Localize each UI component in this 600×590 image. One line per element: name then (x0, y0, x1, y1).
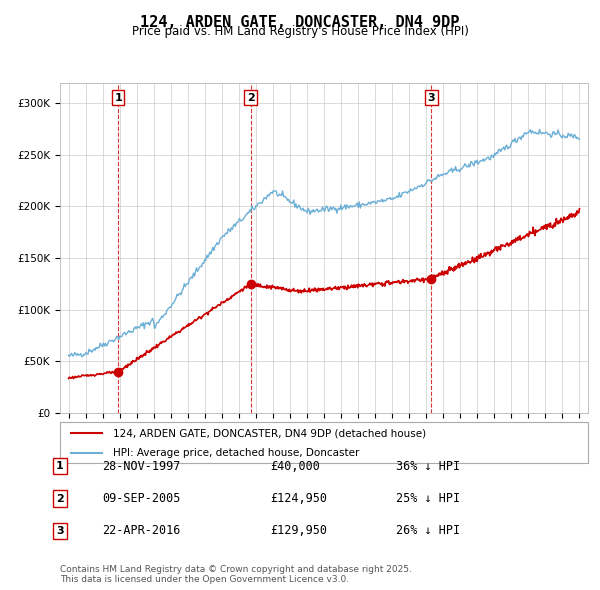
Text: 124, ARDEN GATE, DONCASTER, DN4 9DP: 124, ARDEN GATE, DONCASTER, DN4 9DP (140, 15, 460, 30)
Text: Price paid vs. HM Land Registry's House Price Index (HPI): Price paid vs. HM Land Registry's House … (131, 25, 469, 38)
Text: 25% ↓ HPI: 25% ↓ HPI (396, 492, 460, 505)
FancyBboxPatch shape (60, 422, 588, 463)
Text: £129,950: £129,950 (270, 525, 327, 537)
Text: 3: 3 (428, 93, 435, 103)
Text: 36% ↓ HPI: 36% ↓ HPI (396, 460, 460, 473)
Text: £40,000: £40,000 (270, 460, 320, 473)
Text: 1: 1 (114, 93, 122, 103)
Text: 1: 1 (56, 461, 64, 471)
Text: Contains HM Land Registry data © Crown copyright and database right 2025.
This d: Contains HM Land Registry data © Crown c… (60, 565, 412, 584)
Text: HPI: Average price, detached house, Doncaster: HPI: Average price, detached house, Donc… (113, 448, 359, 458)
Text: 28-NOV-1997: 28-NOV-1997 (102, 460, 181, 473)
Text: 09-SEP-2005: 09-SEP-2005 (102, 492, 181, 505)
Text: 3: 3 (56, 526, 64, 536)
Text: 2: 2 (247, 93, 254, 103)
Text: 2: 2 (56, 494, 64, 503)
Text: 22-APR-2016: 22-APR-2016 (102, 525, 181, 537)
Text: £124,950: £124,950 (270, 492, 327, 505)
Text: 26% ↓ HPI: 26% ↓ HPI (396, 525, 460, 537)
Text: 124, ARDEN GATE, DONCASTER, DN4 9DP (detached house): 124, ARDEN GATE, DONCASTER, DN4 9DP (det… (113, 428, 426, 438)
